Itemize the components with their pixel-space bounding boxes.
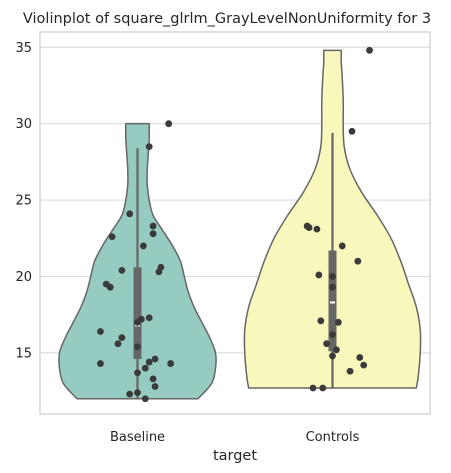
y-tick-label: 20: [15, 270, 32, 285]
data-point: [149, 230, 157, 238]
data-point: [97, 360, 104, 367]
data-point: [323, 340, 331, 348]
data-point: [139, 242, 147, 250]
y-tick-label: 25: [15, 194, 32, 209]
data-point: [134, 343, 141, 351]
data-point: [348, 127, 356, 135]
x-tick-labels: Baseline Controls: [110, 430, 360, 445]
data-point: [319, 384, 327, 392]
data-point: [141, 364, 149, 372]
data-point: [334, 318, 342, 326]
data-point: [360, 361, 368, 369]
data-point: [134, 318, 141, 326]
data-point: [149, 375, 157, 383]
data-point: [126, 390, 134, 398]
data-point: [126, 210, 134, 218]
data-point: [118, 266, 126, 274]
iqr-box-baseline: [133, 267, 142, 359]
y-tick-label: 30: [15, 117, 32, 132]
data-point: [151, 355, 159, 363]
data-point: [145, 143, 153, 151]
y-tick-labels: 15 20 25 30 35: [15, 41, 32, 362]
data-point: [114, 340, 122, 348]
violins: [58, 49, 422, 400]
data-point: [145, 358, 153, 366]
y-tick-label: 35: [15, 41, 32, 56]
inner-boxes: [133, 132, 337, 399]
x-axis-label: target: [213, 448, 257, 464]
data-point: [155, 268, 163, 276]
data-point: [134, 369, 141, 377]
iqr-box-controls: [328, 250, 337, 352]
data-point: [338, 242, 346, 250]
x-tick-label: Baseline: [110, 430, 165, 445]
data-point: [309, 384, 317, 392]
data-point: [313, 225, 321, 233]
y-tick-label: 15: [15, 346, 32, 361]
data-point: [106, 283, 114, 291]
data-point: [305, 224, 313, 231]
data-point: [329, 283, 336, 291]
data-point: [329, 273, 336, 280]
data-point: [366, 46, 373, 54]
data-point: [346, 367, 354, 375]
plot-frame: [39, 31, 431, 415]
chart-title: Violinplot of square_glrlm_GrayLevelNonU…: [23, 11, 431, 27]
x-tick-label: Controls: [306, 430, 360, 445]
data-point: [354, 257, 362, 265]
data-point: [145, 314, 153, 322]
data-point: [165, 120, 173, 128]
data-point: [315, 271, 323, 279]
data-point: [149, 222, 157, 230]
data-point: [333, 346, 340, 354]
data-point: [118, 334, 126, 341]
data-point: [134, 389, 141, 397]
data-point: [329, 352, 336, 360]
data-point: [329, 331, 336, 338]
data-point: [167, 360, 175, 367]
data-point: [97, 328, 104, 335]
data-point: [151, 383, 159, 390]
data-point: [141, 395, 149, 403]
data-point: [317, 317, 325, 325]
data-point: [356, 354, 364, 361]
strip-points: [97, 46, 373, 403]
data-point: [108, 233, 116, 241]
